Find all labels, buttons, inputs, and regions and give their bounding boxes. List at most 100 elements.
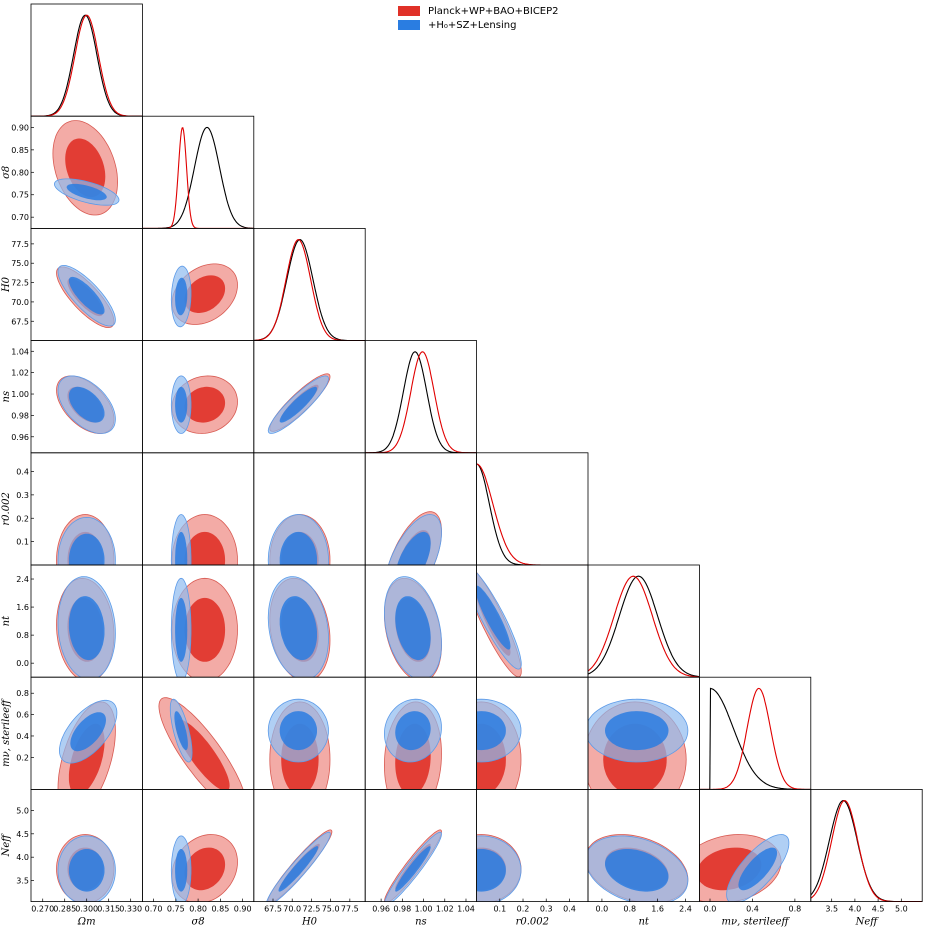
y-tick-label: 0.75: [11, 191, 29, 200]
x-tick-label: 0.8: [623, 905, 636, 914]
contour-blue-68: [68, 533, 105, 565]
x-tick-label: 0.300: [75, 905, 98, 914]
contour-blue-68: [279, 596, 317, 661]
x-tick-label: 0.90: [234, 905, 252, 914]
marginal-line-black: [253, 239, 366, 341]
y-axis-label-n_s: ns: [1, 391, 12, 403]
contour-red-68: [184, 386, 226, 423]
panel-m_nu_sterile_eff-vs-n_t: [588, 698, 689, 790]
marginal-line-red: [253, 239, 366, 341]
y-tick-label: 70.0: [11, 298, 29, 307]
x-tick-label: 75.0: [322, 905, 340, 914]
contour-blue-68: [397, 531, 431, 565]
panel-n_t-vs-r_0.002: [476, 571, 522, 678]
y-axis-label-n_t: nt: [1, 615, 12, 626]
contour-blue-68: [738, 847, 778, 891]
y-tick-label: 0.85: [11, 146, 29, 155]
y-tick-label: 67.5: [11, 317, 29, 326]
panel-m_nu_sterile_eff-vs-n_s: [383, 698, 442, 790]
y-tick-label: 72.5: [11, 279, 29, 288]
contour-blue-68: [279, 711, 317, 751]
marginal-line-black: [31, 14, 143, 117]
marginal-line-black: [365, 351, 477, 453]
marginal-line-black: [810, 800, 923, 902]
panel-m_nu_sterile_eff-vs-sigma_8: [158, 697, 244, 790]
x-tick-label: 0.270: [31, 905, 54, 914]
marginal-sigma_8: [142, 126, 254, 229]
legend-swatch-red: [398, 6, 420, 16]
panel-r_0.002-vs-H0: [267, 514, 331, 565]
y-tick-label: 0.1: [16, 538, 29, 547]
y-tick-label: 4.0: [16, 853, 29, 862]
marginal-line-black: [699, 687, 811, 790]
panel-frame: [587, 564, 700, 678]
contour-blue-68: [66, 183, 107, 201]
x-tick-label: 0.285: [53, 905, 76, 914]
x-axis-label-N_eff: Neff: [855, 917, 880, 928]
x-tick-label: 0.8: [789, 905, 802, 914]
y-tick-label: 4.5: [16, 830, 29, 839]
x-axis-label-Omega_m: Ωm: [77, 917, 96, 928]
contour-blue-68: [476, 849, 506, 892]
marginal-line-red: [810, 800, 923, 902]
contour-blue-68: [174, 711, 188, 751]
x-tick-label: 0.70: [145, 905, 163, 914]
marginal-m_nu_sterile_eff: [699, 687, 811, 790]
panel-H0-vs-Omega_m: [56, 265, 116, 328]
y-axis-label-m_nu_sterile_eff: mν, sterileeff: [1, 698, 12, 767]
marginal-line-red: [31, 14, 143, 117]
panel-m_nu_sterile_eff-vs-H0: [267, 698, 331, 790]
contour-blue-68: [175, 277, 188, 316]
y-tick-label: 1.04: [11, 347, 29, 356]
panel-N_eff-vs-H0: [266, 829, 333, 902]
marginal-line-black: [142, 126, 254, 229]
panel-frame: [476, 452, 589, 566]
marginal-H0: [253, 239, 366, 341]
y-tick-label: 1.00: [11, 390, 29, 399]
legend-entry-blue: +H₀+SZ+Lensing: [398, 18, 559, 32]
contour-blue-68: [70, 712, 106, 752]
y-tick-label: 0.4: [16, 468, 29, 477]
x-tick-label: 3.5: [825, 905, 838, 914]
contour-blue-68: [476, 585, 511, 650]
panel-frame: [141, 115, 255, 229]
y-tick-label: 0.98: [11, 411, 29, 420]
x-tick-label: 4.0: [849, 905, 862, 914]
x-axis-label-n_t: nt: [638, 917, 649, 928]
marginal-line-black: [588, 575, 700, 678]
panel-N_eff-vs-m_nu_sterile_eff: [699, 834, 790, 902]
contour-blue-68: [278, 846, 319, 892]
x-tick-label: 1.02: [436, 905, 454, 914]
x-axis-label-r_0.002: r0.002: [516, 917, 549, 928]
marginal-n_s: [365, 351, 477, 453]
y-tick-label: 0.4: [16, 732, 29, 741]
legend-entry-red: Planck+WP+BAO+BICEP2: [398, 4, 559, 18]
y-axis-label-H0: H0: [1, 276, 12, 293]
contour-blue-68: [395, 711, 431, 751]
contour-red-68: [184, 275, 226, 313]
x-tick-label: 77.5: [341, 905, 359, 914]
y-tick-label: 5.0: [16, 806, 29, 815]
panel-r_0.002-vs-Omega_m: [56, 514, 116, 565]
contour-blue-68: [68, 849, 105, 892]
contour-blue-68: [395, 596, 431, 661]
marginal-r_0.002: [476, 463, 588, 565]
contour-blue-68: [279, 386, 317, 423]
panel-frame: [810, 789, 923, 903]
contour-blue-68: [68, 596, 105, 661]
x-tick-label: 0.0: [596, 905, 609, 914]
contour-blue-68: [175, 386, 188, 423]
x-tick-label: 2.4: [679, 905, 692, 914]
panel-m_nu_sterile_eff-vs-Omega_m: [57, 699, 118, 790]
y-tick-label: 0.8: [16, 631, 29, 640]
x-tick-label: 0.75: [167, 905, 185, 914]
legend-label-red: Planck+WP+BAO+BICEP2: [428, 5, 559, 17]
marginal-N_eff: [810, 800, 923, 902]
panel-frame: [364, 340, 478, 454]
legend-swatch-blue: [398, 20, 420, 30]
y-tick-label: 0.2: [16, 753, 29, 762]
y-tick-label: 0.70: [11, 213, 29, 222]
contour-blue-68: [279, 531, 317, 565]
panel-n_t-vs-n_s: [383, 576, 442, 678]
